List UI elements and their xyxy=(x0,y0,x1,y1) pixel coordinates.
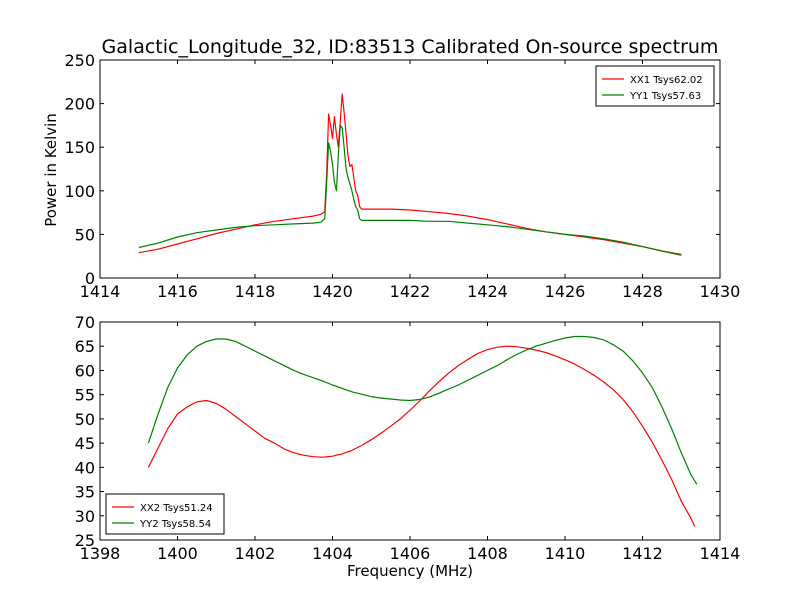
series-line-2 xyxy=(138,124,682,256)
y-tick-label: 40 xyxy=(75,458,95,477)
x-tick-label: 1402 xyxy=(235,544,276,563)
series-line-2 xyxy=(147,335,698,485)
x-tick-label: 1412 xyxy=(622,544,663,563)
x-tick-label: 1404 xyxy=(312,544,353,563)
series-line-1 xyxy=(147,345,696,527)
y-tick-label: 30 xyxy=(75,507,95,526)
y-tick-label: 150 xyxy=(64,138,95,157)
y-tick-label: 55 xyxy=(75,386,95,405)
bottom-panel: 1398 1400 1402 1404 1406 1408 1410 1412 1414 25 30… xyxy=(75,313,741,563)
x-tick-label: 1410 xyxy=(545,544,586,563)
y-tick-label: 0 xyxy=(85,269,95,288)
series-line-1 xyxy=(138,93,682,256)
legend-label: YY1 Tsys57.63 xyxy=(629,91,701,102)
x-tick-label: 1422 xyxy=(390,282,431,301)
legend: XX2 Tsys51.24 YY2 Tsys58.54 xyxy=(105,493,225,535)
chart-title: Galactic_Longitude_32, ID:83513 Calibrat… xyxy=(102,36,719,58)
x-tick-label: 1414 xyxy=(700,544,741,563)
legend-box xyxy=(105,493,225,535)
x-tick-label: 1400 xyxy=(157,544,198,563)
x-tick-label: 1428 xyxy=(622,282,663,301)
x-tick-label: 1420 xyxy=(312,282,353,301)
y-tick-label: 50 xyxy=(75,225,95,244)
legend-label: XX1 Tsys62.02 xyxy=(630,75,703,86)
top-panel: 1414 1416 1418 1420 1422 1424 1426 1428 1430 0 50 1… xyxy=(64,51,740,301)
y-tick-label: 45 xyxy=(75,434,95,453)
y-tick-label: 50 xyxy=(75,410,95,429)
y-tick-label: 100 xyxy=(64,182,95,201)
y-tick-label: 35 xyxy=(75,483,95,502)
x-tick-label: 1416 xyxy=(157,282,198,301)
x-tick-label: 1408 xyxy=(467,544,508,563)
y-tick-label: 60 xyxy=(75,361,95,380)
y-tick-label: 250 xyxy=(64,51,95,70)
x-tick-label: 1398 xyxy=(80,544,121,563)
x-tick-label: 1430 xyxy=(700,282,741,301)
x-tick-label: 1414 xyxy=(80,282,121,301)
legend-label: XX2 Tsys51.24 xyxy=(140,503,213,514)
y-tick-label: 70 xyxy=(75,313,95,332)
top-y-axis-label: Power in Kelvin xyxy=(42,113,60,227)
y-tick-label: 65 xyxy=(75,337,95,356)
legend: XX1 Tsys62.02 YY1 Tsys57.63 xyxy=(595,65,715,107)
y-tick-label: 25 xyxy=(75,531,95,550)
x-tick-label: 1406 xyxy=(390,544,431,563)
x-tick-label: 1426 xyxy=(545,282,586,301)
x-axis-label: Frequency (MHz) xyxy=(347,562,473,580)
legend-label: YY2 Tsys58.54 xyxy=(139,519,211,530)
x-tick-label: 1424 xyxy=(467,282,508,301)
x-tick-label: 1418 xyxy=(235,282,276,301)
y-tick-label: 200 xyxy=(64,95,95,114)
legend-box xyxy=(595,65,715,107)
